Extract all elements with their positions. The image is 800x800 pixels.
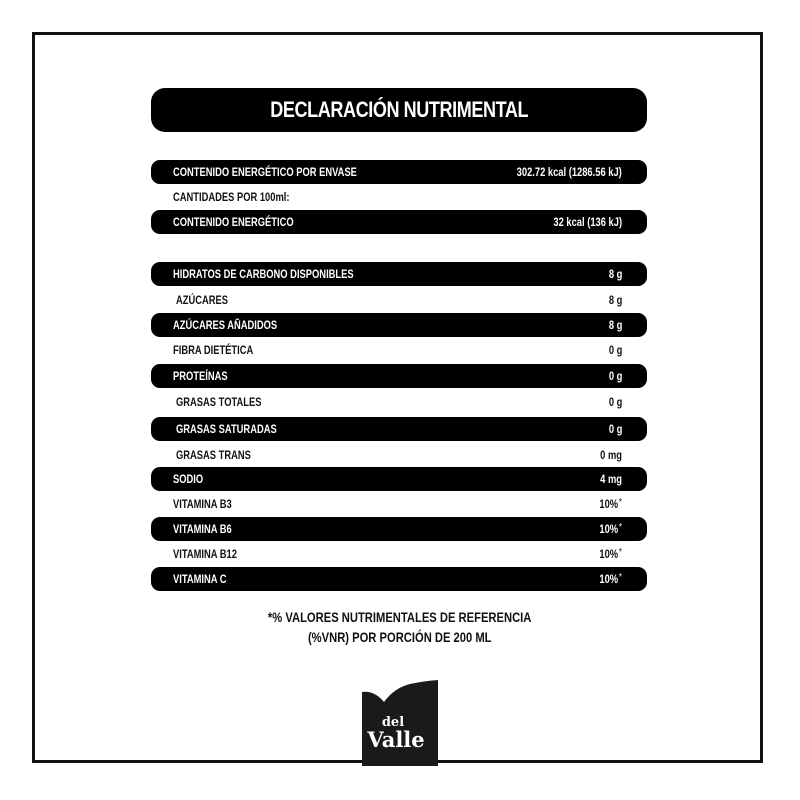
nutrient-value-text: 10% [599,522,619,536]
nutrient-value-text: 8 g [608,318,622,332]
nutrient-value-text: 8 g [608,267,622,281]
nutrient-value-text: 0 g [608,422,622,436]
nutrient-row: AZÚCARES AÑADIDOS 8 g [151,313,647,337]
nutrient-label: GRASAS TRANS [176,448,251,462]
footnote-line-2: (%VNR) POR PORCIÓN DE 200 ML [200,629,600,645]
nutrient-label: AZÚCARES [176,293,229,307]
nutrient-value-text: 302.72 kcal (1286.56 kJ) [516,165,622,179]
nutrient-row: GRASAS TRANS 0 mg [151,443,647,467]
nutrient-value-text: 10% [599,547,619,561]
nutrient-label: VITAMINA B6 [173,522,232,536]
nutrient-row: VITAMINA B3 10%* [151,492,647,516]
nutrient-value-text: 32 kcal (136 kJ) [553,215,622,229]
nutrient-value: 302.72 kcal (1286.56 kJ) [517,165,622,179]
footnote-line-1: *% VALORES NUTRIMENTALES DE REFERENCIA [200,609,600,625]
nutrient-value-text: 10% [599,572,619,586]
nutrient-value: 10%* [599,522,622,536]
asterisk-mark: * [618,547,622,558]
nutrient-row: PROTEÍNAS 0 g [151,364,647,388]
asterisk-mark: * [618,572,622,583]
nutrient-label: CANTIDADES POR 100ml: [173,190,290,204]
nutrient-value: 0 g [608,369,622,383]
nutrient-value: 10%* [599,497,622,511]
nutrient-label: FIBRA DIETÉTICA [173,343,254,357]
page-title: DECLARACIÓN NUTRIMENTAL [151,88,647,132]
nutrient-row: GRASAS TOTALES 0 g [151,390,647,414]
nutrient-value: 0 g [608,422,622,436]
logo-text-valle: Valle [366,727,424,752]
nutrient-row: VITAMINA B12 10%* [151,542,647,566]
nutrient-value: 10%* [599,572,622,586]
nutrient-value-text: 10% [599,497,619,511]
nutrient-value-text: 0 g [608,369,622,383]
nutrient-value-text: 8 g [608,293,622,307]
nutrient-label: GRASAS SATURADAS [176,422,277,436]
nutrient-label: GRASAS TOTALES [176,395,262,409]
nutrient-label: CONTENIDO ENERGÉTICO POR ENVASE [173,165,357,179]
nutrient-row: VITAMINA C 10%* [151,567,647,591]
nutrient-label: VITAMINA B12 [173,547,237,561]
nutrient-label: SODIO [173,472,204,486]
footnote-text-1: *% VALORES NUTRIMENTALES DE REFERENCIA [268,609,532,625]
nutrient-row: AZÚCARES 8 g [151,288,647,312]
nutrient-row: CONTENIDO ENERGÉTICO 32 kcal (136 kJ) [151,210,647,234]
nutrient-row: GRASAS SATURADAS 0 g [151,417,647,441]
nutrient-label: PROTEÍNAS [173,369,228,383]
nutrient-value-text: 0 g [608,395,622,409]
nutrient-value-text: 4 mg [600,472,622,486]
logo-text-del: del [382,715,404,730]
nutrient-value: 0 mg [600,448,622,462]
nutrient-value: 0 g [608,395,622,409]
del-valle-logo: del Valle [362,680,438,766]
footnote-text-2: (%VNR) POR PORCIÓN DE 200 ML [308,629,492,645]
nutrient-value: 10%* [599,547,622,561]
nutrient-row: HIDRATOS DE CARBONO DISPONIBLES 8 g [151,262,647,286]
nutrient-row: FIBRA DIETÉTICA 0 g [151,338,647,362]
nutrient-value: 8 g [608,318,622,332]
nutrient-row: SODIO 4 mg [151,467,647,491]
nutrient-value: 4 mg [600,472,622,486]
nutrient-value: 8 g [608,293,622,307]
nutrient-value-text: 0 g [608,343,622,357]
nutrient-value: 32 kcal (136 kJ) [553,215,622,229]
nutrient-value-text: 0 mg [600,448,622,462]
nutrient-row: VITAMINA B6 10%* [151,517,647,541]
nutrient-label: HIDRATOS DE CARBONO DISPONIBLES [173,267,354,281]
nutrient-label: AZÚCARES AÑADIDOS [173,318,278,332]
nutrient-label: VITAMINA B3 [173,497,232,511]
title-text: DECLARACIÓN NUTRIMENTAL [270,97,528,122]
nutrient-value: 0 g [608,343,622,357]
nutrient-value: 8 g [608,267,622,281]
nutrient-row: CONTENIDO ENERGÉTICO POR ENVASE 302.72 kc… [151,160,647,184]
asterisk-mark: * [618,522,622,533]
nutrient-label: CONTENIDO ENERGÉTICO [173,215,294,229]
nutrient-label: VITAMINA C [173,572,227,586]
asterisk-mark: * [618,497,622,508]
nutrient-row: CANTIDADES POR 100ml: [151,185,647,209]
